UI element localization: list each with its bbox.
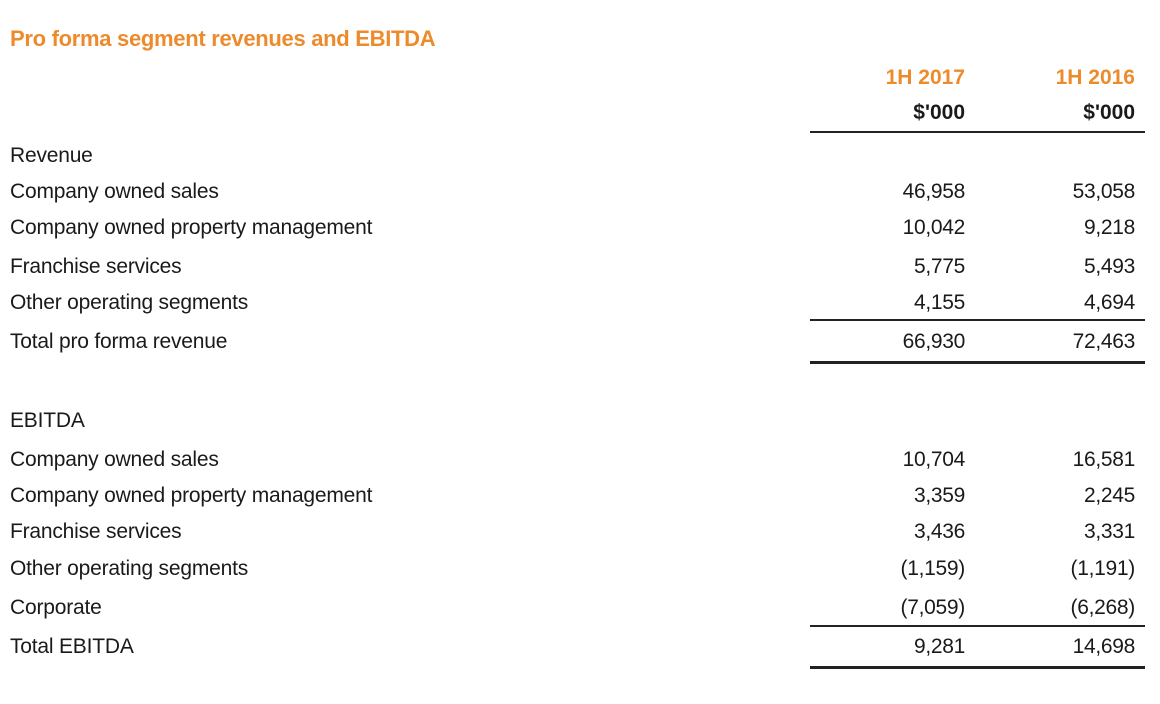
row-label: Company owned property management [10,484,373,507]
value-2016: (6,268) [1070,596,1136,619]
value-2016: 14,698 [1072,635,1136,658]
total-rule [810,361,1145,364]
value-2017: 5,775 [913,255,965,278]
value-2016: 53,058 [1072,180,1136,203]
value-2017: 3,436 [913,520,965,543]
value-2017: (7,059) [900,596,966,619]
value-2016: (1,191) [1070,557,1136,580]
total-rule [810,666,1145,669]
value-2017: 10,704 [902,448,966,471]
value-2017: 10,042 [902,216,966,239]
value-2017: 4,155 [913,291,965,314]
row-label: Company owned property management [10,216,373,239]
row-label: Franchise services [10,255,182,278]
value-2016: 16,581 [1072,448,1136,471]
section-heading-revenue: Revenue [10,144,93,167]
value-2016: 2,245 [1083,484,1135,507]
page-title: Pro forma segment revenues and EBITDA [10,26,436,51]
column-header-period-2017: 1H 2017 [885,66,965,89]
header-rule [810,131,1145,133]
column-header-unit-2016: $'000 [1083,101,1135,124]
row-label: Other operating segments [10,557,249,580]
row-label: Other operating segments [10,291,249,314]
value-2016: 9,218 [1083,216,1135,239]
subtotal-rule [810,319,1145,321]
value-2017: 9,281 [913,635,965,658]
value-2017: 66,930 [902,330,966,353]
row-label: Franchise services [10,520,182,543]
value-2017: (1,159) [900,557,966,580]
value-2016: 72,463 [1072,330,1136,353]
row-label: Total pro forma revenue [10,330,228,353]
subtotal-rule [810,625,1145,627]
row-label: Company owned sales [10,448,219,471]
column-header-period-2016: 1H 2016 [1055,66,1135,89]
row-label: Company owned sales [10,180,219,203]
value-2017: 3,359 [913,484,965,507]
value-2016: 3,331 [1083,520,1135,543]
row-label: Corporate [10,596,102,619]
column-header-unit-2017: $'000 [913,101,965,124]
value-2016: 5,493 [1083,255,1135,278]
row-label: Total EBITDA [10,635,134,658]
value-2017: 46,958 [902,180,966,203]
section-heading-ebitda: EBITDA [10,409,85,432]
value-2016: 4,694 [1083,291,1135,314]
